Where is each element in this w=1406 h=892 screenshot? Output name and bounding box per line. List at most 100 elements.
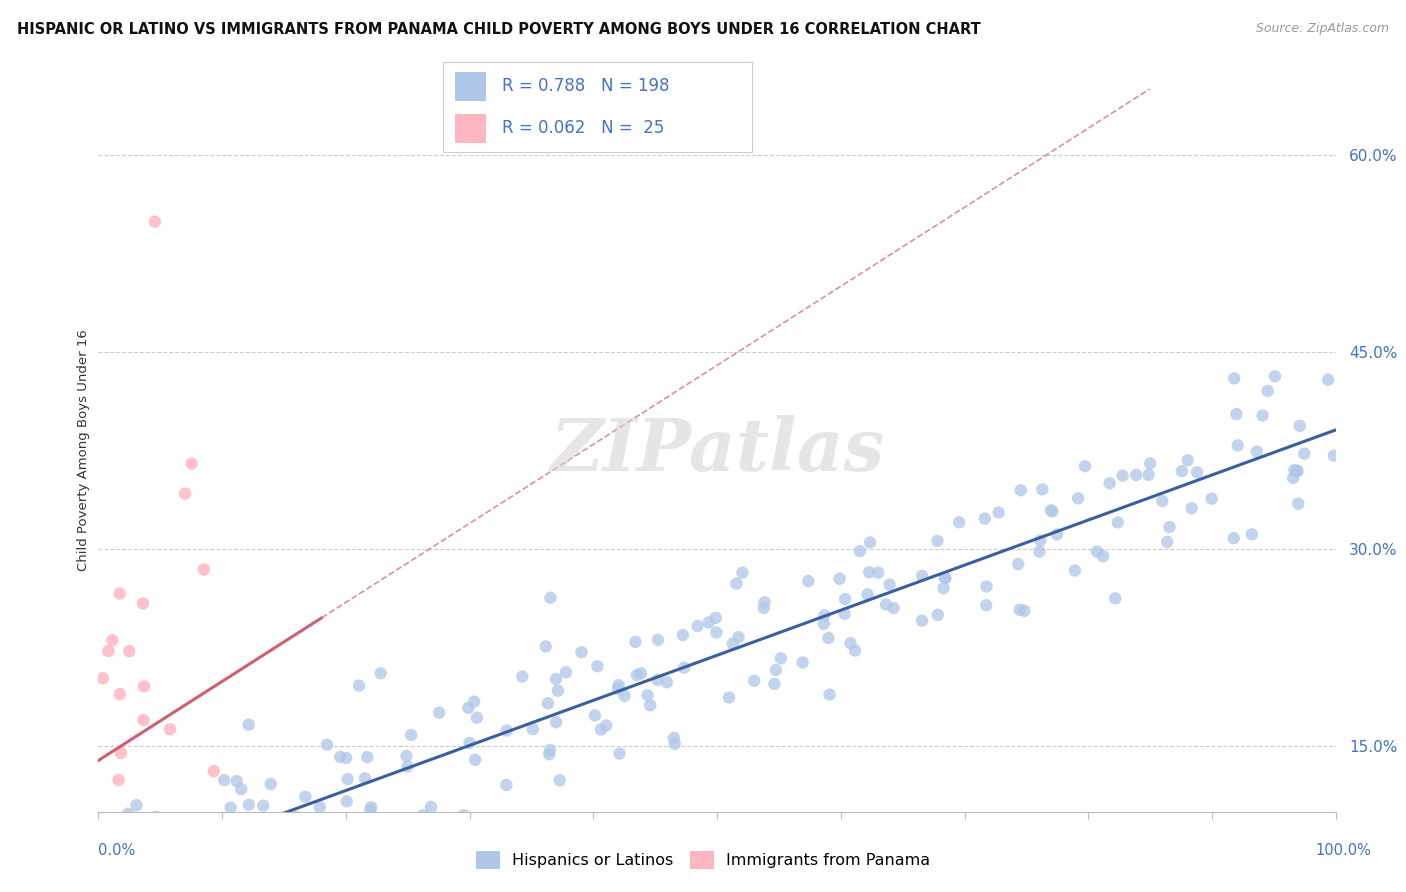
Point: [856, 587, 879, 601]
Point: [1201, 491, 1223, 506]
Point: [108, 586, 131, 600]
Point: [260, 777, 283, 791]
Point: [1029, 533, 1052, 548]
Point: [117, 860, 139, 874]
Point: [752, 601, 775, 615]
Point: [193, 562, 215, 576]
Point: [1317, 373, 1340, 387]
Point: [626, 668, 648, 682]
Point: [522, 722, 544, 736]
Point: [769, 651, 792, 665]
Point: [1223, 531, 1246, 545]
Point: [630, 666, 652, 681]
Text: Source: ZipAtlas.com: Source: ZipAtlas.com: [1256, 22, 1389, 36]
Point: [117, 806, 139, 821]
Point: [1159, 520, 1181, 534]
Point: [186, 869, 208, 883]
Point: [463, 695, 485, 709]
Point: [1225, 407, 1247, 421]
Point: [132, 680, 155, 694]
Point: [1125, 467, 1147, 482]
Point: [97, 644, 120, 658]
Point: [420, 800, 443, 814]
Point: [132, 713, 155, 727]
Point: [538, 747, 561, 762]
Point: [704, 611, 727, 625]
Point: [219, 800, 242, 814]
Point: [586, 659, 609, 673]
Point: [132, 875, 155, 889]
Point: [548, 773, 571, 788]
Point: [247, 847, 270, 861]
Point: [202, 764, 225, 779]
Point: [868, 566, 890, 580]
Text: HISPANIC OR LATINO VS IMMIGRANTS FROM PANAMA CHILD POVERTY AMONG BOYS UNDER 16 C: HISPANIC OR LATINO VS IMMIGRANTS FROM PA…: [17, 22, 980, 37]
Point: [911, 614, 934, 628]
Point: [662, 731, 685, 745]
Point: [157, 832, 180, 847]
Point: [1039, 503, 1062, 517]
Point: [1028, 544, 1050, 558]
Point: [725, 576, 748, 591]
Point: [1156, 534, 1178, 549]
Point: [316, 738, 339, 752]
Point: [1240, 527, 1263, 541]
Point: [934, 570, 956, 584]
Point: [495, 778, 517, 792]
Point: [101, 633, 124, 648]
Point: [934, 571, 956, 585]
Point: [817, 631, 839, 645]
Point: [742, 673, 765, 688]
Point: [335, 751, 357, 765]
Point: [547, 683, 569, 698]
Point: [1223, 371, 1246, 385]
Point: [269, 822, 291, 837]
Point: [159, 723, 181, 737]
Point: [537, 696, 560, 710]
Point: [927, 607, 949, 622]
Point: [125, 884, 148, 892]
Point: [284, 810, 307, 824]
Point: [225, 774, 247, 789]
Point: [184, 862, 207, 876]
Point: [1042, 504, 1064, 518]
Point: [544, 672, 567, 686]
Point: [354, 772, 377, 786]
Point: [132, 597, 155, 611]
Point: [1246, 444, 1268, 458]
Point: [231, 782, 253, 797]
Point: [813, 608, 835, 623]
Point: [1226, 438, 1249, 452]
Point: [347, 871, 370, 886]
Point: [91, 671, 114, 685]
Text: ZIPatlas: ZIPatlas: [550, 415, 884, 486]
Point: [396, 759, 419, 773]
Point: [1107, 516, 1129, 530]
Point: [546, 715, 568, 730]
Point: [974, 599, 997, 613]
Point: [1177, 453, 1199, 467]
Text: R = 0.788   N = 198: R = 0.788 N = 198: [502, 77, 669, 95]
Point: [360, 800, 382, 814]
Point: [765, 663, 787, 677]
Point: [395, 749, 418, 764]
Legend: Hispanics or Latinos, Immigrants from Panama: Hispanics or Latinos, Immigrants from Pa…: [470, 845, 936, 875]
Point: [595, 718, 617, 732]
Point: [1288, 418, 1310, 433]
Point: [818, 688, 841, 702]
Point: [464, 753, 486, 767]
Point: [399, 728, 422, 742]
Point: [927, 533, 949, 548]
Point: [1098, 476, 1121, 491]
Point: [1323, 449, 1346, 463]
Point: [240, 847, 263, 861]
Point: [295, 813, 318, 827]
Point: [1286, 497, 1309, 511]
Point: [540, 591, 562, 605]
Point: [1104, 591, 1126, 606]
Point: [607, 678, 630, 692]
Point: [973, 511, 995, 525]
Point: [538, 743, 561, 757]
Point: [849, 544, 872, 558]
Point: [792, 656, 814, 670]
